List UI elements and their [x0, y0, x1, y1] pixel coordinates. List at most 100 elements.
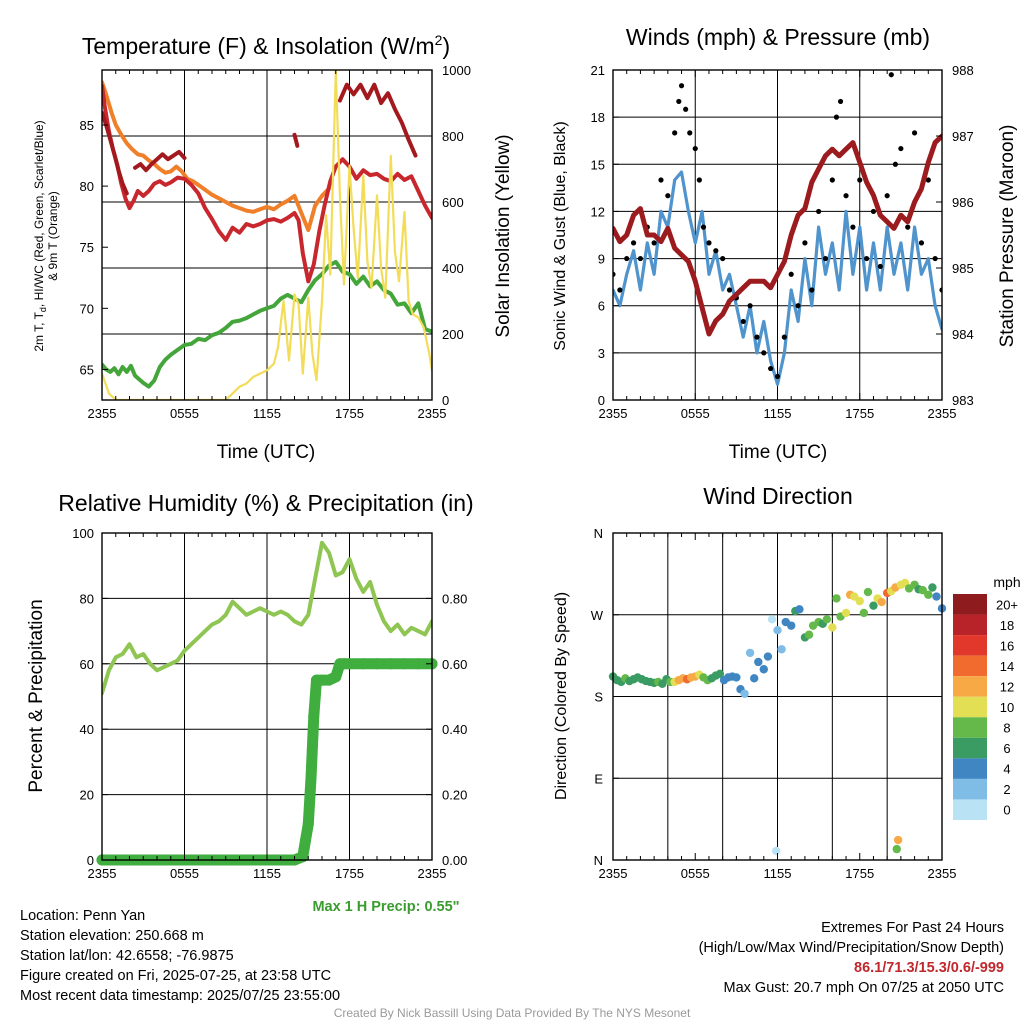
temperature-x-axis-label: Time (UTC) [217, 442, 316, 463]
temp-series-line-7 [102, 70, 432, 400]
gust-point [850, 224, 856, 230]
wind-y2tick-label: 987 [952, 129, 974, 144]
gust-point [665, 193, 671, 199]
gust-point [726, 287, 733, 293]
location-text: Location: Penn Yan [20, 908, 146, 924]
gust-point [761, 350, 767, 356]
gust-point [802, 240, 808, 246]
gust-point [713, 248, 719, 254]
gust-point [829, 177, 835, 183]
gust-point [700, 224, 707, 230]
gust-point [747, 303, 753, 309]
legend-swatch [953, 778, 987, 800]
legend-swatch [953, 655, 987, 677]
direction-point [773, 625, 782, 635]
dir-ytick-label: N [594, 526, 603, 541]
temperature-panel: Temperature (F) & Insolation (W/m2) 2355… [32, 32, 514, 463]
rh-xtick-label: 0555 [170, 866, 199, 881]
gust-point [651, 240, 657, 246]
gust-point [683, 106, 689, 112]
rh-line [102, 540, 432, 696]
humidity-plot-area: 2355 0555 1155 1755 23550204060801000.000.20… [72, 526, 467, 881]
legend-label: 16 [1000, 638, 1014, 653]
extremes-legend: (High/Low/Max Wind/Precipitation/Snow De… [698, 940, 1004, 956]
legend-label: 20+ [996, 597, 1018, 612]
elevation-text: Station elevation: 250.668 m [20, 928, 204, 944]
gust-point [864, 255, 870, 262]
gust-point [918, 240, 925, 246]
temp-xtick-label: 1155 [253, 406, 281, 421]
temp-series-line-1 [102, 83, 432, 284]
extremes-title: Extremes For Past 24 Hours [821, 920, 1004, 936]
gust-point [637, 255, 644, 262]
direction-point [771, 846, 781, 856]
wind-y2tick-label: 983 [952, 393, 974, 408]
wind-series-line-2 [613, 133, 942, 337]
gust-point [911, 130, 918, 136]
legend-label: 2 [1003, 782, 1010, 797]
dir-xtick-label: 2355 [599, 866, 628, 881]
dir-ytick-label: N [594, 853, 603, 868]
extremes-values: 86.1/71.3/15.3/0.6/-999 [854, 960, 1004, 976]
dir-xtick-label: 1755 [845, 866, 874, 881]
temp-series-line-0 [102, 80, 331, 233]
humidity-y-axis-label: Percent & Precipitation [26, 599, 47, 792]
gust-point [877, 263, 883, 270]
wind-ytick-label: 3 [598, 346, 605, 361]
wind-plot-area: 2355 0555 1155 1755 235503691215182198398498… [591, 63, 974, 421]
wind-panel: Winds (mph) & Pressure (mb) 2355 0555 1155… [552, 24, 1018, 463]
temp-y2tick-label: 600 [442, 195, 464, 210]
legend-swatch [953, 737, 987, 759]
temperature-panel-title: Temperature (F) & Insolation (W/m2) [82, 32, 450, 59]
legend-label: 14 [1000, 659, 1014, 674]
direction-point [787, 621, 796, 630]
direction-point [822, 615, 832, 624]
wind-xtick-label: 0555 [681, 406, 710, 421]
gust-point [687, 130, 693, 136]
gust-point [678, 83, 685, 89]
direction-point [832, 594, 841, 603]
max-gust-text: Max Gust: 20.7 mph On 07/25 at 2050 UTC [723, 980, 1004, 996]
temp-ytick-label: 80 [80, 179, 94, 194]
temp-ytick-label: 70 [80, 301, 94, 316]
dir-xtick-label: 2355 [928, 866, 957, 881]
gust-point [809, 287, 815, 293]
temp-y2tick-label: 200 [442, 327, 464, 342]
wind-xtick-label: 1755 [845, 406, 874, 421]
direction-point [745, 648, 755, 658]
gust-point [833, 114, 840, 120]
rh-xtick-label: 2355 [88, 866, 117, 881]
direction-point [863, 587, 873, 597]
wind-xtick-label: 1155 [764, 406, 792, 421]
gust-point [754, 334, 760, 340]
created-text: Figure created on Fri, 2025-07-25, at 23… [20, 968, 332, 984]
legend-swatch [953, 676, 987, 697]
direction-point [740, 689, 749, 698]
speed-legend-title: mph [993, 574, 1020, 590]
temp-xtick-label: 2355 [418, 406, 447, 421]
wind-ytick-label: 9 [598, 252, 605, 267]
svg-text:& 9m T (Orange): & 9m T (Orange) [46, 191, 60, 281]
direction-point [932, 592, 941, 601]
gust-point [781, 334, 787, 340]
dir-xtick-label: 0555 [681, 866, 710, 881]
rh-xtick-label: 1155 [253, 866, 281, 881]
humidity-panel-title: Relative Humidity (%) & Precipitation (i… [58, 490, 473, 516]
gust-point [884, 193, 890, 199]
speed-legend: 20+ 18 16 14 12 10 8 6 4 2 0 [953, 594, 1018, 820]
rh-ytick-label: 100 [72, 526, 94, 541]
rh-ytick-label: 80 [80, 591, 94, 606]
direction-point [767, 615, 777, 624]
dir-ytick-label: W [591, 608, 604, 623]
gust-point [672, 130, 678, 136]
rh-series-group [102, 540, 432, 696]
temp-y2tick-label: 400 [442, 261, 464, 276]
rh-ytick-label: 60 [80, 657, 94, 672]
legend-label: 8 [1003, 721, 1010, 736]
direction-point [763, 652, 773, 661]
temp-xtick-label: 1755 [335, 406, 364, 421]
legend-label: 10 [1000, 700, 1014, 715]
wind-y2tick-label: 984 [952, 327, 974, 342]
direction-point [749, 674, 759, 683]
gust-point [795, 303, 801, 309]
